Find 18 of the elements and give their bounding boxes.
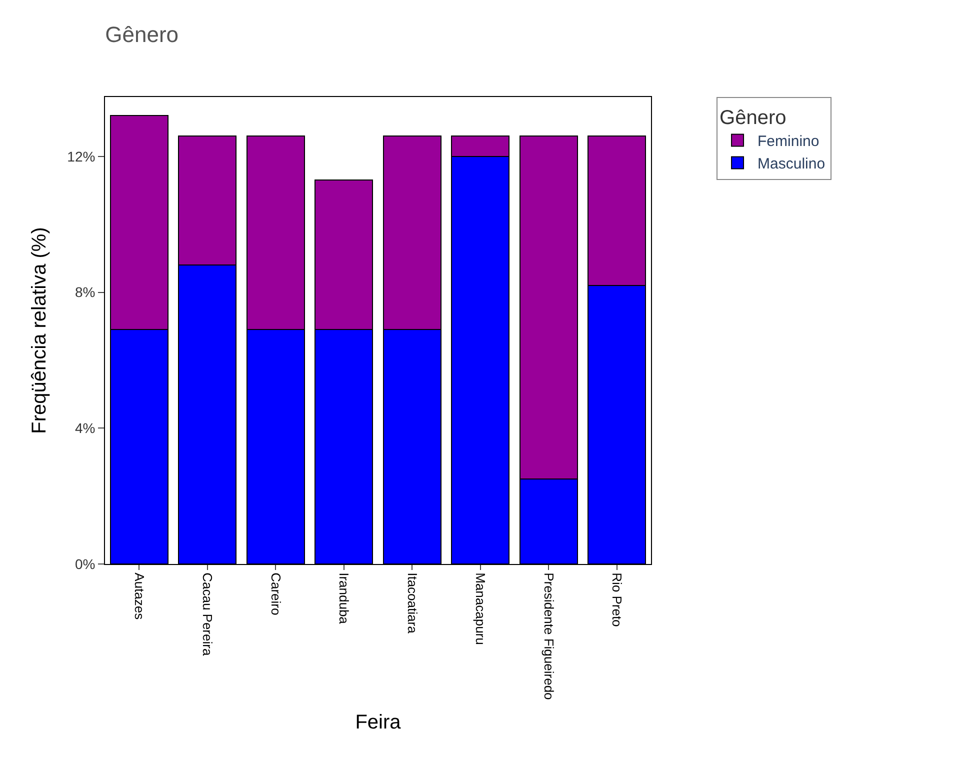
chart-title: Gênero (105, 22, 179, 48)
x-tick-label: Cacau Pereira (200, 572, 216, 656)
legend-label: Masculino (758, 156, 826, 173)
y-tick-label: 0% (74, 556, 96, 572)
y-axis-title: Freqüência relativa (%) (28, 227, 51, 434)
y-tick-label: 12% (67, 148, 96, 164)
x-tick-label: Careiro (268, 572, 284, 616)
y-tick-label: 8% (74, 284, 96, 300)
x-tick-label: Rio Preto (610, 572, 625, 627)
x-tick-label: Iranduba (336, 572, 352, 625)
x-tick-label: Manacapuru (473, 572, 488, 645)
legend-title: Gênero (720, 107, 786, 129)
y-tick-label: 4% (74, 420, 96, 436)
legend-label: Feminino (758, 133, 820, 150)
x-tick-label: Presidente Figueiredo (541, 572, 556, 700)
x-tick-label: Itacoatiara (404, 572, 420, 634)
x-tick-label: Autazes (132, 572, 147, 620)
x-axis-title: Feira (355, 711, 402, 734)
